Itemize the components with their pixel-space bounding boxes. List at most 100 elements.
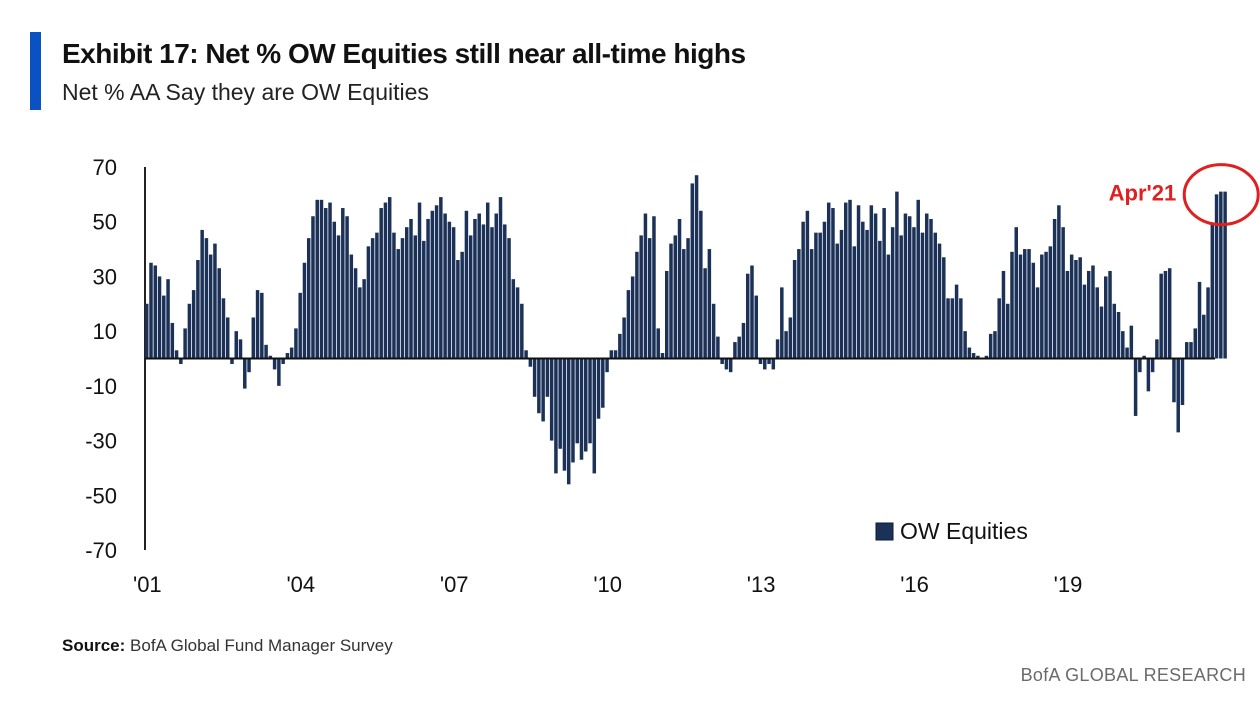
bar xyxy=(869,205,874,359)
bar xyxy=(1095,287,1099,359)
chart-title: Exhibit 17: Net % OW Equities still near… xyxy=(62,38,746,69)
bar xyxy=(809,249,814,359)
bar xyxy=(417,202,422,359)
bar xyxy=(507,238,511,359)
bar xyxy=(694,175,699,359)
bar xyxy=(707,249,712,359)
y-tick-label: 70 xyxy=(93,155,117,180)
bar xyxy=(170,322,175,359)
bar xyxy=(294,328,298,359)
bar xyxy=(1214,194,1219,359)
source-note: Source: BofA Global Fund Manager Survey xyxy=(62,636,393,656)
bar xyxy=(503,224,507,359)
bar xyxy=(289,347,294,359)
bar xyxy=(724,358,729,370)
bar xyxy=(545,358,550,397)
bar xyxy=(426,218,430,359)
bar xyxy=(349,254,354,359)
bar xyxy=(358,287,362,359)
bar xyxy=(873,213,878,359)
bar xyxy=(370,238,375,359)
bar xyxy=(844,202,848,359)
bar xyxy=(473,218,477,359)
bar xyxy=(571,358,575,463)
bar xyxy=(878,240,882,359)
bar xyxy=(1091,265,1095,359)
bar xyxy=(754,295,758,359)
bar xyxy=(660,353,665,359)
bar xyxy=(907,216,912,359)
bar xyxy=(230,358,234,364)
bar xyxy=(818,232,822,359)
bar xyxy=(1146,358,1151,392)
bar xyxy=(379,208,383,359)
bar xyxy=(1040,254,1044,359)
bar xyxy=(1142,355,1146,359)
bar xyxy=(532,358,537,397)
y-tick-label: 30 xyxy=(93,264,117,289)
bar xyxy=(831,208,835,359)
bar xyxy=(686,238,690,359)
bar xyxy=(447,221,452,359)
bar xyxy=(682,249,686,359)
bar xyxy=(537,358,541,414)
bar xyxy=(1129,325,1134,359)
bar xyxy=(895,191,899,359)
bar xyxy=(767,358,771,364)
bar xyxy=(1189,342,1193,359)
bar xyxy=(528,358,533,367)
bar xyxy=(912,227,916,359)
bar xyxy=(758,358,763,364)
bar xyxy=(196,260,200,359)
bar xyxy=(422,240,426,359)
bar xyxy=(775,339,780,359)
bar xyxy=(797,249,801,359)
bar xyxy=(826,202,831,359)
bar xyxy=(963,331,967,359)
bar xyxy=(861,221,865,359)
bar xyxy=(993,331,997,359)
bar xyxy=(558,358,562,449)
bar xyxy=(400,238,405,359)
bar xyxy=(162,295,166,359)
bar xyxy=(409,218,413,359)
bar xyxy=(1159,273,1163,359)
bar xyxy=(238,339,243,359)
bar xyxy=(1023,249,1027,359)
bar xyxy=(298,292,302,359)
bar xyxy=(268,355,273,359)
legend-label: OW Equities xyxy=(900,518,1028,544)
bar xyxy=(1074,260,1078,359)
bar xyxy=(699,210,703,359)
bar xyxy=(1108,270,1112,359)
bar xyxy=(929,218,933,359)
bar xyxy=(225,317,230,359)
bar xyxy=(1180,358,1185,406)
bar xyxy=(669,243,673,359)
bar xyxy=(434,205,439,359)
bar xyxy=(315,199,319,359)
bar xyxy=(281,358,285,364)
bar xyxy=(618,333,622,359)
bar xyxy=(217,268,221,359)
x-tick-label: '07 xyxy=(440,572,469,597)
bar xyxy=(924,213,929,359)
bar xyxy=(179,358,183,364)
bar xyxy=(396,249,400,359)
bar xyxy=(328,202,332,359)
bar xyxy=(1163,270,1168,359)
bar xyxy=(1082,284,1087,359)
bar xyxy=(1035,287,1040,359)
bar xyxy=(485,202,490,359)
bar xyxy=(1052,218,1057,359)
bar xyxy=(541,358,545,422)
bar xyxy=(174,350,179,359)
y-tick-label: 50 xyxy=(93,210,117,235)
bar xyxy=(771,358,776,370)
bar xyxy=(1184,342,1189,359)
bar xyxy=(383,202,388,359)
bar xyxy=(387,197,392,359)
bar xyxy=(976,355,980,359)
accent-bar xyxy=(30,32,41,110)
bar xyxy=(737,336,741,359)
